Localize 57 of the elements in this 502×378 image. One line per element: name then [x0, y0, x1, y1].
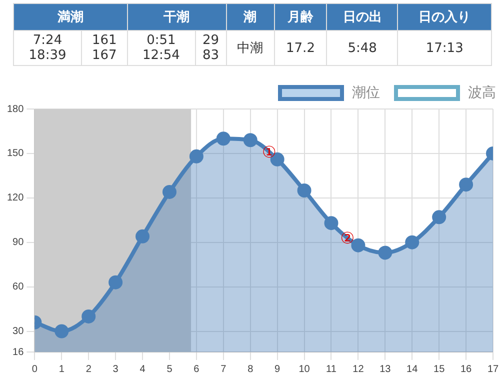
legend-label: 波高	[468, 84, 496, 102]
y-tick-label: 180	[6, 104, 24, 115]
x-tick-label: 15	[434, 364, 446, 375]
y-tick-label: 60	[12, 282, 24, 293]
text: 29 83	[195, 30, 226, 66]
text: 満潮	[14, 4, 128, 30]
y-tick-label: 120	[6, 192, 24, 204]
x-tick-label: 13	[380, 364, 392, 375]
point	[108, 275, 123, 290]
x-tick-label: 2	[86, 364, 92, 375]
text: 日の出	[326, 4, 398, 30]
x-tick-label: 8	[248, 364, 254, 375]
x-tick-label: 0	[32, 364, 38, 375]
annotation: ②	[340, 228, 355, 248]
text: 0:51 12:54	[127, 30, 196, 66]
point	[378, 246, 392, 260]
point	[405, 235, 420, 250]
point	[136, 229, 150, 244]
point	[189, 149, 204, 164]
point	[54, 324, 69, 338]
point	[82, 309, 96, 324]
text: 月齢	[274, 4, 327, 30]
point	[459, 178, 474, 192]
text: 7:24 18:39	[14, 30, 82, 66]
text: 中潮	[226, 30, 274, 66]
text: 5:48	[326, 30, 398, 66]
text: 17:13	[398, 30, 492, 66]
x-tick-label: 16	[460, 364, 472, 375]
annotation: ①	[262, 142, 276, 162]
y-tick-label: 150	[6, 148, 24, 160]
text: 161 167	[82, 30, 128, 66]
text: 日の入り	[398, 4, 492, 30]
x-tick-label: 14	[406, 364, 418, 375]
y-tick-label: 16	[12, 346, 24, 358]
point	[432, 210, 446, 224]
point	[243, 133, 258, 148]
x-tick-label: 7	[220, 364, 227, 375]
x-tick-label: 10	[298, 364, 310, 375]
x-tick-label: 3	[112, 364, 119, 375]
point	[162, 184, 176, 199]
x-tick-label: 11	[326, 364, 337, 375]
x-tick-label: 4	[140, 364, 146, 375]
x-tick-label: 17	[487, 364, 499, 375]
x-tick-label: 12	[352, 364, 364, 375]
text: 潮	[226, 4, 274, 30]
point	[297, 183, 312, 198]
x-tick-label: 5	[166, 364, 173, 375]
y-tick-label: 30	[12, 326, 24, 338]
x-tick-label: 1	[58, 364, 65, 375]
text: 17.2	[274, 30, 327, 66]
point	[324, 216, 338, 230]
point	[216, 132, 230, 146]
y-tick-label: 90	[12, 237, 24, 248]
x-tick-label: 6	[194, 364, 200, 375]
text: 干潮	[127, 4, 226, 30]
legend-label: 潮位	[352, 84, 380, 102]
x-tick-label: 9	[274, 364, 281, 375]
